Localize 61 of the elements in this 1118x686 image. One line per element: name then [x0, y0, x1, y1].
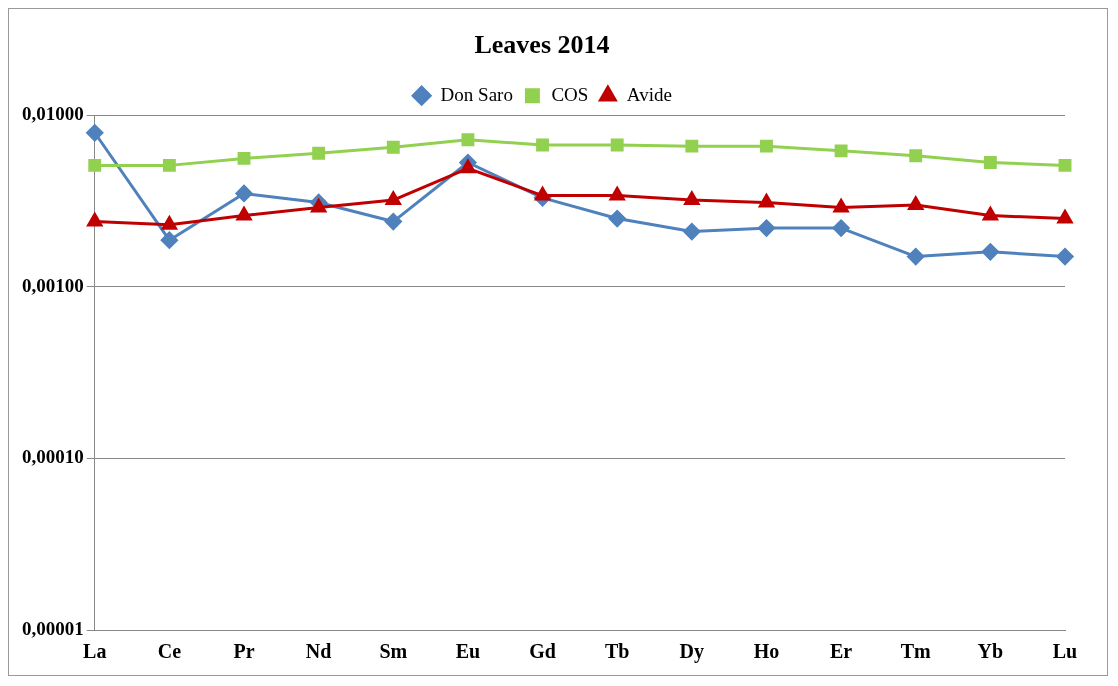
x-tick-label: Nd [305, 640, 332, 663]
point [982, 207, 998, 221]
chart-title: Leaves 2014 [474, 30, 610, 60]
point [907, 248, 925, 266]
point [237, 151, 251, 165]
x-tick-label: Dy [679, 640, 705, 664]
point [833, 198, 849, 213]
point [312, 146, 326, 160]
point [1056, 248, 1074, 266]
x-tick-label: Sm [379, 640, 408, 663]
point [160, 231, 178, 249]
x-tick-label: Er [829, 640, 853, 663]
legend-label: Avide [626, 83, 672, 105]
point [908, 196, 924, 210]
point [461, 133, 475, 147]
point [235, 184, 253, 202]
legend-label: COS [551, 83, 589, 105]
point [758, 193, 775, 208]
point [236, 207, 252, 221]
x-tick-label: Gd [529, 640, 556, 663]
legend-label: Don Saro [440, 83, 513, 105]
point [983, 156, 997, 169]
x-tick-label: Eu [455, 640, 481, 663]
point [460, 159, 476, 174]
x-tick-label: Lu [1052, 640, 1078, 663]
y-tick-label: 0,01000 [22, 103, 84, 125]
y-tick-label: 0,00001 [22, 617, 84, 639]
point [760, 139, 773, 153]
point [535, 187, 551, 201]
x-tick-label: Tb [604, 640, 630, 663]
x-tick-label: Ho [753, 640, 780, 663]
point [909, 149, 923, 163]
point [386, 140, 400, 154]
point [609, 187, 625, 201]
point [832, 219, 850, 237]
point [757, 219, 775, 237]
x-tick-label: Ce [157, 640, 182, 663]
point [1057, 210, 1073, 224]
point [685, 139, 699, 153]
x-tick-label: Tm [900, 640, 932, 663]
point [1058, 158, 1072, 172]
point [834, 144, 848, 158]
point [683, 223, 701, 241]
point [684, 191, 700, 206]
point [87, 213, 103, 227]
point [536, 138, 550, 152]
point [86, 124, 104, 142]
x-tick-label: La [83, 640, 107, 663]
point [384, 213, 402, 231]
y-tick-label: 0,00010 [22, 446, 84, 468]
point [608, 210, 626, 228]
point [88, 158, 102, 172]
point [311, 198, 327, 213]
x-tick-label: Yb [977, 640, 1004, 663]
x-tick-label: Pr [233, 640, 255, 663]
point [162, 158, 176, 172]
point [610, 138, 624, 152]
point [161, 216, 177, 230]
y-tick-label: 0,00100 [22, 274, 84, 296]
point [981, 243, 999, 261]
point [385, 191, 401, 206]
